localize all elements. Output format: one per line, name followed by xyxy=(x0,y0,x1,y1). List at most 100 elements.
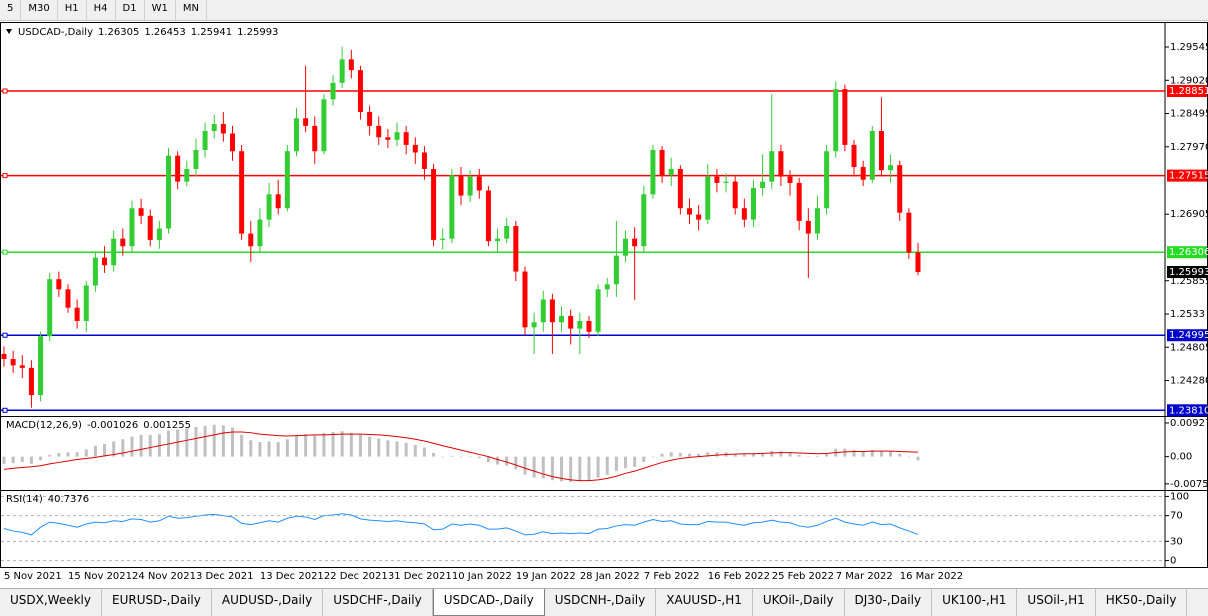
macd-bar xyxy=(413,445,417,457)
candle-body xyxy=(613,255,619,285)
chart-tab[interactable]: USDCAD-,Daily xyxy=(432,589,545,616)
chart-tab[interactable]: USOil-,H1 xyxy=(1017,589,1096,616)
macd-bar xyxy=(112,441,116,457)
header-value: 1.25993 xyxy=(237,27,278,38)
macd-bar xyxy=(57,453,61,457)
candle-body xyxy=(147,215,153,240)
candle-body xyxy=(266,194,272,220)
macd-bar xyxy=(706,452,710,457)
y-tick-label: 0 xyxy=(1170,556,1176,567)
y-tick-label: 1.29545 xyxy=(1170,42,1208,53)
y-tick-label: 30 xyxy=(1170,536,1183,547)
macd-bar xyxy=(331,431,335,457)
x-tick-label: 16 Mar 2022 xyxy=(900,571,963,582)
chart-tab[interactable]: USDX,Weekly xyxy=(0,589,102,616)
macd-bar xyxy=(578,456,582,482)
candle-body xyxy=(92,257,98,286)
header-value: 1.26453 xyxy=(144,27,185,38)
chart-tab[interactable]: UK100-,H1 xyxy=(932,589,1018,616)
macd-bar xyxy=(715,452,719,457)
level-label: 1.27515 xyxy=(1169,171,1208,182)
y-tick-label: 1.25855 xyxy=(1170,276,1208,287)
candle-body xyxy=(897,165,903,213)
header-value: 40.7376 xyxy=(48,494,89,505)
macd-bar xyxy=(349,432,353,457)
candle-body xyxy=(805,220,811,234)
macd-bar xyxy=(697,453,701,457)
timeframe-button[interactable]: D1 xyxy=(116,0,145,20)
timeframe-button[interactable]: 5 xyxy=(0,0,22,20)
candle-body xyxy=(339,59,345,83)
level-label: 1.24995 xyxy=(1169,330,1208,341)
chart-tab[interactable]: EURUSD-,Daily xyxy=(102,589,212,616)
macd-bar xyxy=(212,424,216,457)
chart-tab[interactable]: HK50-,Daily xyxy=(1096,589,1188,616)
macd-bar xyxy=(733,453,737,457)
candle-body xyxy=(394,132,400,140)
candle-body xyxy=(357,70,363,112)
chart-tab[interactable]: DJ30-,Daily xyxy=(845,589,933,616)
y-tick-label: 1.2533 xyxy=(1170,309,1205,320)
macd-bar xyxy=(587,456,591,481)
macd-bar xyxy=(633,456,637,467)
level-handle xyxy=(2,332,8,338)
macd-bar xyxy=(505,456,509,466)
candle-body xyxy=(193,149,199,169)
x-tick-label: 16 Feb 2022 xyxy=(708,571,770,582)
chart-tabs: USDX,Weekly EURUSD-,Daily AUDUSD-,Daily USD… xyxy=(0,588,1208,616)
timeframe-button[interactable]: H1 xyxy=(58,0,87,20)
candle-body xyxy=(677,168,683,209)
timeframe-button[interactable]: MN xyxy=(176,0,207,20)
macd-bar xyxy=(514,456,518,470)
macd-bar xyxy=(852,450,856,457)
x-tick-label: 24 Nov 2021 xyxy=(132,571,196,582)
macd-bar xyxy=(678,453,682,457)
candle-body xyxy=(385,137,391,140)
candle-body xyxy=(458,175,464,196)
y-tick-label: 1.26905 xyxy=(1170,209,1208,220)
candle-body xyxy=(220,123,226,134)
candle-body xyxy=(275,194,281,209)
chart-tab[interactable]: USDCNH-,Daily xyxy=(545,589,657,616)
timeframe-button[interactable]: H4 xyxy=(87,0,116,20)
candle-body xyxy=(632,238,638,247)
panel-frame xyxy=(0,22,1208,417)
candle-body xyxy=(312,125,318,152)
macd-bar xyxy=(861,451,865,457)
header-value: -0.001026 xyxy=(87,420,138,431)
macd-bar xyxy=(596,456,600,478)
candle-body xyxy=(19,365,25,368)
chart-tab[interactable]: USDCHF-,Daily xyxy=(323,589,433,616)
macd-bar xyxy=(368,436,372,457)
candle-body xyxy=(842,89,848,145)
macd-bar xyxy=(468,456,472,458)
timeframe-button[interactable]: W1 xyxy=(145,0,176,20)
macd-bar xyxy=(879,451,883,457)
x-tick-label: 7 Feb 2022 xyxy=(644,571,700,582)
chart-tab[interactable]: XAUUSD-,H1 xyxy=(656,589,753,616)
macd-bar xyxy=(843,448,847,457)
macd-bar xyxy=(20,456,24,463)
candle-body xyxy=(184,168,190,182)
chart-tab[interactable]: UKOil-,Daily xyxy=(753,589,845,616)
timeframe-button[interactable]: M30 xyxy=(21,0,58,20)
y-tick-label: -0.007504 xyxy=(1170,479,1208,490)
macd-bar xyxy=(221,425,225,457)
y-tick-label: 1.27970 xyxy=(1170,142,1208,153)
chart-tab[interactable]: AUDUSD-,Daily xyxy=(212,589,324,616)
candle-body xyxy=(120,238,126,247)
macd-bar xyxy=(660,453,664,457)
candle-body xyxy=(833,89,839,152)
header-value: MACD(12,26,9) xyxy=(6,420,82,431)
candle-body xyxy=(696,214,702,220)
macd-bar xyxy=(340,431,344,457)
level-handle xyxy=(2,88,8,94)
macd-bar xyxy=(569,456,573,483)
macd-bar xyxy=(75,452,79,457)
header-value: 1.25941 xyxy=(191,27,232,38)
macd-bar xyxy=(84,449,88,457)
candle-body xyxy=(257,219,263,247)
candle-body xyxy=(878,130,884,171)
macd-bar xyxy=(404,442,408,457)
